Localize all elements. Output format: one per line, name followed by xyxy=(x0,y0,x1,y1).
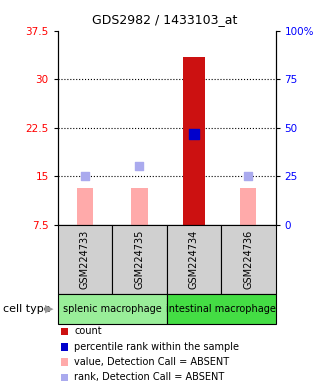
Bar xyxy=(167,225,221,294)
Bar xyxy=(183,56,205,225)
Text: GSM224733: GSM224733 xyxy=(80,230,90,289)
Bar xyxy=(240,188,256,225)
Point xyxy=(246,173,251,179)
Text: cell type: cell type xyxy=(3,304,51,314)
Text: GSM224735: GSM224735 xyxy=(134,230,145,289)
Bar xyxy=(77,188,93,225)
Text: percentile rank within the sample: percentile rank within the sample xyxy=(74,342,239,352)
Text: count: count xyxy=(74,326,102,336)
Bar xyxy=(167,294,276,324)
Text: GDS2982 / 1433103_at: GDS2982 / 1433103_at xyxy=(92,13,238,26)
Text: ▶: ▶ xyxy=(45,304,53,314)
Bar xyxy=(131,188,148,225)
Bar xyxy=(221,225,276,294)
Bar xyxy=(58,225,112,294)
Text: GSM224734: GSM224734 xyxy=(189,230,199,289)
Text: rank, Detection Call = ABSENT: rank, Detection Call = ABSENT xyxy=(74,372,224,382)
Point xyxy=(191,131,197,137)
Point xyxy=(137,164,142,170)
Point xyxy=(82,173,88,179)
Bar xyxy=(112,225,167,294)
Text: splenic macrophage: splenic macrophage xyxy=(63,304,162,314)
Text: value, Detection Call = ABSENT: value, Detection Call = ABSENT xyxy=(74,357,229,367)
Bar xyxy=(58,294,167,324)
Text: intestinal macrophage: intestinal macrophage xyxy=(166,304,276,314)
Text: GSM224736: GSM224736 xyxy=(243,230,253,289)
